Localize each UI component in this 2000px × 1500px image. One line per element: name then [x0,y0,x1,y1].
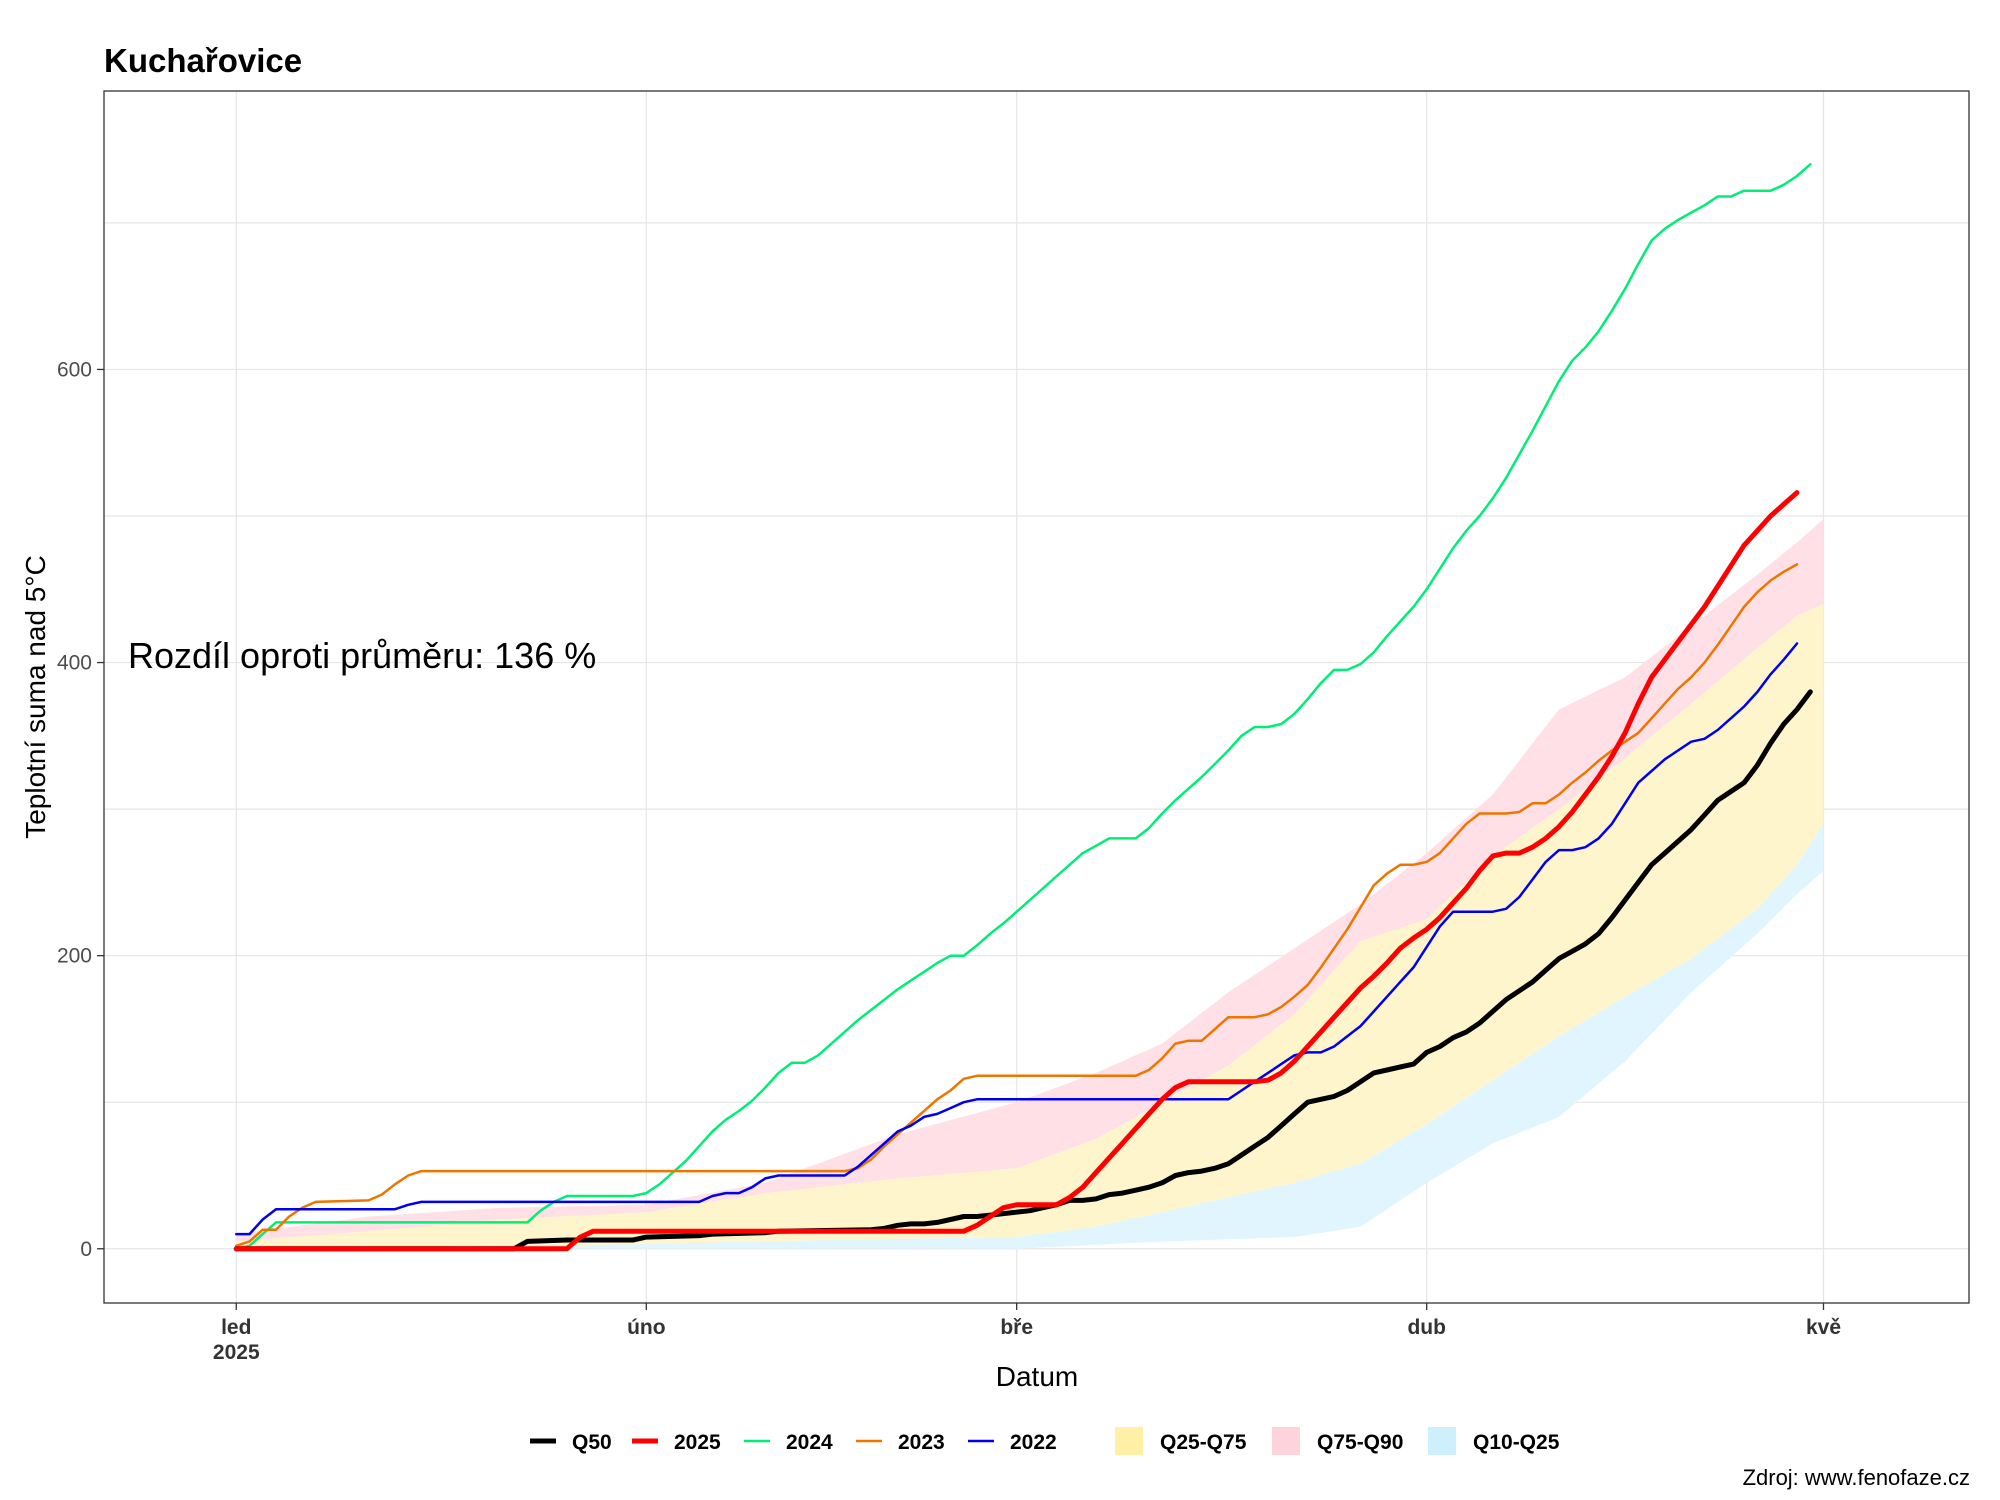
legend-key-Q10-Q25 [1428,1427,1456,1455]
x-tick-label-led: led [221,1316,251,1339]
chart-title: Kuchařovice [104,42,302,79]
source-note: Zdroj: www.fenofaze.cz [1743,1465,1970,1490]
series-line-2025 [233,490,1800,1252]
legend-label-Q10-Q25: Q10-Q25 [1473,1431,1560,1454]
series-lines [233,163,1813,1252]
legend-label-2023: 2023 [898,1431,945,1454]
difference-annotation: Rozdíl oproti průměru: 136 % [128,635,596,676]
legend-key-Q25-Q75 [1115,1427,1143,1455]
plot-panel [103,90,1970,1304]
y-tick-label-200: 200 [57,945,92,968]
y-tick-label-600: 600 [57,358,92,381]
legend-label-2022: 2022 [1010,1431,1057,1454]
band-q25-q75 [236,603,1824,1249]
series-line-2023 [235,563,1799,1248]
legend-label-Q50: Q50 [572,1431,612,1454]
x-tick-sublabel-2025: 2025 [213,1341,260,1364]
y-tick-label-0: 0 [80,1238,92,1261]
legend: Q50 2025 2024 2023 2022 Q25-Q75 Q75-Q90 Q10-Q25 [530,1427,1560,1455]
legend-label-2025: 2025 [674,1431,721,1454]
quantile-bands [236,518,1824,1249]
band-q10-q25 [236,823,1824,1249]
series-line-Q50 [233,689,1813,1252]
x-tick-label-kvě: kvě [1806,1316,1841,1339]
legend-label-Q25-Q75: Q25-Q75 [1160,1431,1247,1454]
legend-label-Q75-Q90: Q75-Q90 [1317,1431,1403,1454]
y-axis-title: Teplotní suma nad 5°C [20,555,51,839]
x-tick-label-úno: úno [627,1316,665,1339]
x-axis-title: Datum [996,1361,1078,1392]
series-line-2024 [235,163,1812,1251]
x-tick-label-dub: dub [1407,1316,1445,1339]
y-tick-label-400: 400 [57,652,92,675]
x-tick-label-bře: bře [1000,1316,1033,1339]
legend-key-Q75-Q90 [1272,1427,1300,1455]
series-line-2022 [235,642,1799,1236]
legend-label-2024: 2024 [786,1431,833,1454]
